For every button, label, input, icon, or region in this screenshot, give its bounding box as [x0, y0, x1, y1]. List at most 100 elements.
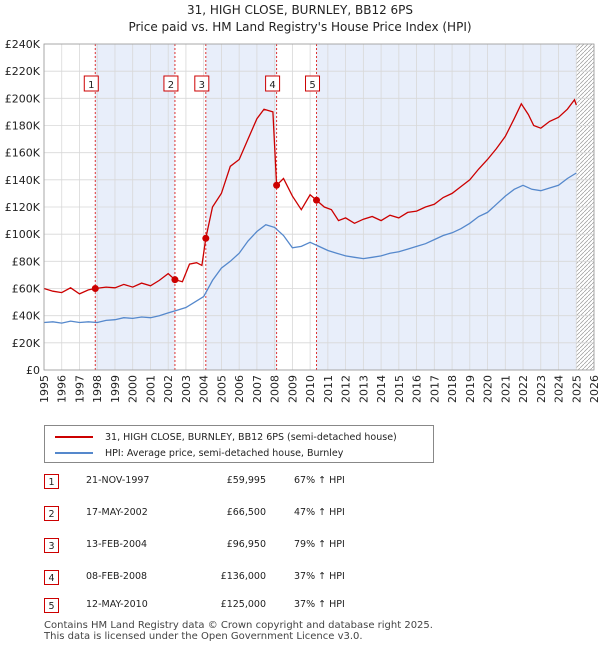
x-tick-label: 1999 — [109, 375, 122, 403]
chart-legend: 31, HIGH CLOSE, BURNLEY, BB12 6PS (semi-… — [44, 425, 434, 463]
y-tick-label: £140K — [5, 174, 41, 187]
sale-number: 5 — [44, 598, 59, 613]
plot-border — [43, 43, 595, 371]
sale-point — [273, 181, 281, 189]
x-tick-label: 2022 — [517, 375, 530, 403]
y-tick-label: £200K — [5, 92, 41, 105]
sale-hpi-change: 37% ↑ HPI — [294, 599, 345, 610]
y-tick-label: £0 — [26, 364, 40, 377]
property-price-line — [43, 98, 577, 295]
sale-label-number: 1 — [88, 80, 94, 91]
x-tick-label: 2023 — [535, 375, 548, 403]
y-tick-label: £180K — [5, 120, 41, 133]
sale-number: 1 — [44, 474, 59, 489]
x-tick-label: 2008 — [269, 375, 282, 403]
legend-item-property: 31, HIGH CLOSE, BURNLEY, BB12 6PS (semi-… — [55, 430, 397, 444]
x-tick-label: 2024 — [553, 375, 566, 403]
chart-title: 31, HIGH CLOSE, BURNLEY, BB12 6PS — [186, 3, 414, 17]
hpi-line — [43, 172, 577, 324]
sale-number: 3 — [44, 538, 59, 553]
x-tick-label: 2000 — [127, 375, 140, 403]
sale-label-box — [83, 75, 99, 92]
legend-swatch-hpi — [55, 452, 93, 454]
x-tick-label: 2017 — [428, 375, 441, 403]
y-tick-label: £40K — [12, 310, 41, 323]
y-tick-label: £160K — [5, 147, 41, 160]
sale-label-number: 4 — [269, 80, 275, 91]
y-tick-label: £60K — [12, 283, 41, 296]
legend-swatch-property — [55, 436, 93, 438]
sale-number: 4 — [44, 570, 59, 585]
sale-price: £66,500 — [226, 507, 266, 518]
sale-label-number: 5 — [309, 80, 315, 91]
x-tick-label: 2006 — [233, 375, 246, 403]
sale-hpi-change: 67% ↑ HPI — [294, 475, 345, 486]
x-tick-label: 2013 — [357, 375, 370, 403]
legend-item-hpi: HPI: Average price, semi-detached house,… — [55, 446, 343, 460]
sale-point — [91, 285, 99, 293]
sale-row: 2 17-MAY-2002 £66,500 47% ↑ HPI — [44, 506, 404, 522]
sale-label-box — [163, 75, 179, 92]
x-tick-label: 2016 — [411, 375, 424, 403]
sale-date: 17-MAY-2002 — [86, 507, 148, 518]
x-tick-label: 2010 — [304, 375, 317, 403]
x-tick-label: 2019 — [464, 375, 477, 403]
x-tick-label: 2025 — [570, 375, 583, 403]
y-tick-label: £220K — [5, 65, 41, 78]
price-chart: 1 2 3 4 5 £0 £20K £40K £60K £80K £100K £120K £140K £… — [5, 38, 600, 403]
chart-subtitle: Price paid vs. HM Land Registry's House … — [128, 20, 472, 34]
sale-date: 13-FEB-2004 — [86, 539, 148, 550]
sale-price: £125,000 — [220, 599, 266, 610]
sale-point — [171, 276, 179, 284]
sale-label-number: 3 — [199, 80, 205, 91]
sale-row: 1 21-NOV-1997 £59,995 67% ↑ HPI — [44, 474, 404, 490]
x-tick-label: 2001 — [144, 375, 157, 403]
footer-copyright: Contains HM Land Registry data © Crown c… — [44, 620, 433, 631]
y-tick-label: £20K — [12, 337, 41, 350]
sale-point — [313, 196, 321, 204]
sale-label-number: 2 — [168, 80, 174, 91]
x-tick-label: 2021 — [499, 375, 512, 403]
x-tick-label: 2002 — [162, 375, 175, 403]
sale-hpi-change: 37% ↑ HPI — [294, 571, 345, 582]
y-tick-label: £100K — [5, 228, 41, 241]
x-tick-label: 2005 — [215, 375, 228, 403]
sale-row: 3 13-FEB-2004 £96,950 79% ↑ HPI — [44, 538, 404, 554]
x-tick-label: 1997 — [73, 375, 86, 403]
x-tick-label: 1998 — [91, 375, 104, 403]
sale-label-box — [305, 75, 321, 92]
sale-price: £59,995 — [226, 475, 266, 486]
x-tick-label: 2004 — [198, 375, 211, 403]
x-tick-label: 2014 — [375, 375, 388, 403]
x-tick-label: 2015 — [393, 375, 406, 403]
sale-label-box — [194, 75, 210, 92]
sale-date: 08-FEB-2008 — [86, 571, 148, 582]
x-tick-label: 1995 — [38, 375, 51, 403]
x-tick-label: 2007 — [251, 375, 264, 403]
sale-point — [202, 234, 210, 242]
x-tick-label: 2012 — [340, 375, 353, 403]
x-tick-label: 2026 — [588, 375, 600, 403]
sale-label-box — [265, 75, 281, 92]
sale-price: £96,950 — [226, 539, 266, 550]
footer: Contains HM Land Registry data © Crown c… — [44, 620, 433, 642]
x-tick-label: 1996 — [56, 375, 69, 403]
x-tick-label: 2009 — [286, 375, 299, 403]
footer-license: This data is licensed under the Open Gov… — [44, 631, 363, 642]
y-tick-label: £120K — [5, 201, 41, 214]
sale-date: 21-NOV-1997 — [86, 475, 150, 486]
sale-row: 5 12-MAY-2010 £125,000 37% ↑ HPI — [44, 598, 404, 614]
sale-hpi-change: 79% ↑ HPI — [294, 539, 345, 550]
x-tick-label: 2011 — [322, 375, 335, 403]
x-tick-label: 2018 — [446, 375, 459, 403]
y-tick-label: £240K — [5, 38, 41, 51]
sale-date: 12-MAY-2010 — [86, 599, 148, 610]
y-tick-label: £80K — [12, 255, 41, 268]
x-tick-label: 2003 — [180, 375, 193, 403]
sale-number: 2 — [44, 506, 59, 521]
legend-label-property: 31, HIGH CLOSE, BURNLEY, BB12 6PS (semi-… — [105, 431, 397, 443]
sale-price: £136,000 — [220, 571, 266, 582]
sale-row: 4 08-FEB-2008 £136,000 37% ↑ HPI — [44, 570, 404, 586]
legend-label-hpi: HPI: Average price, semi-detached house,… — [105, 447, 344, 459]
x-tick-label: 2020 — [482, 375, 495, 403]
